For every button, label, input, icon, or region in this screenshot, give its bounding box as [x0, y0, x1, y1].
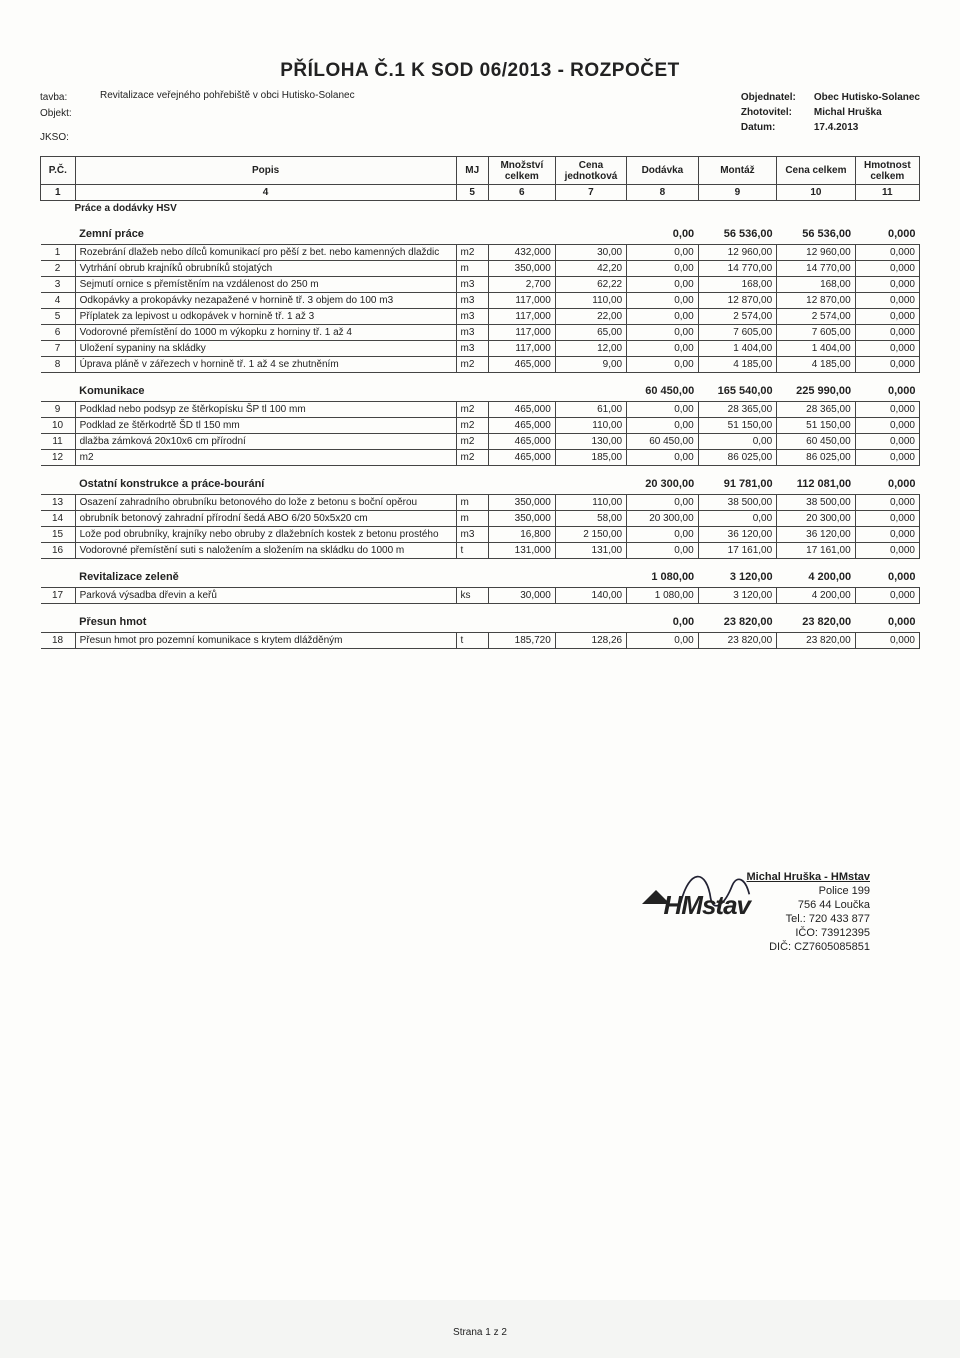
- budget-table: P.Č. Popis MJ Množství celkem Cena jedno…: [40, 156, 920, 649]
- label-objekt: Objekt:: [40, 106, 100, 122]
- table-row: 14obrubník betonový zahradní přírodní še…: [41, 511, 920, 527]
- table-header-row: P.Č. Popis MJ Množství celkem Cena jedno…: [41, 157, 920, 185]
- table-row: 5Příplatek za lepivost u odkopávek v hor…: [41, 309, 920, 325]
- stamp-ico: IČO: 73912395: [747, 926, 870, 940]
- th-mnoz: Množství celkem: [488, 157, 555, 185]
- table-row: 1Rozebrání dlažeb nebo dílců komunikací …: [41, 245, 920, 261]
- label-stavba: tavba:: [40, 90, 100, 106]
- table-row: 3Sejmutí ornice s přemístěním na vzdálen…: [41, 277, 920, 293]
- section-row: Komunikace60 450,00165 540,00225 990,000…: [41, 373, 920, 402]
- left-labels: tavba: Objekt: JKSO:: [40, 90, 100, 146]
- table-row: 9Podklad nebo podsyp ze štěrkopísku ŠP t…: [41, 402, 920, 418]
- stamp-addr1: Police 199: [747, 884, 870, 898]
- section-row: Zemní práce0,0056 536,0056 536,000,000: [41, 216, 920, 245]
- table-row: 8Úprava pláně v zářezech v hornině tř. 1…: [41, 357, 920, 373]
- label-jkso: JKSO:: [40, 130, 100, 146]
- table-row: 18Přesun hmot pro pozemní komunikace s k…: [41, 633, 920, 649]
- th-popis: Popis: [75, 157, 456, 185]
- page-title: PŘÍLOHA Č.1 K SOD 06/2013 - ROZPOČET: [40, 60, 920, 82]
- stamp-logo: HMstav: [642, 890, 750, 921]
- stamp-addr2: 756 44 Loučka: [747, 898, 870, 912]
- table-colnum-row: 1 4 5 6 7 8 9 10 11: [41, 185, 920, 201]
- section-row: Ostatní konstrukce a práce-bourání20 300…: [41, 466, 920, 495]
- header-block: tavba: Objekt: JKSO: Revitalizace veřejn…: [40, 90, 920, 146]
- section-row: Přesun hmot0,0023 820,0023 820,000,000: [41, 604, 920, 633]
- big-section-row: Práce a dodávky HSV: [41, 201, 920, 217]
- th-cena: Cena celkem: [777, 157, 855, 185]
- page-footer: Strana 1 z 2: [0, 1327, 960, 1338]
- stamp-name: Michal Hruška - HMstav: [747, 870, 870, 884]
- header-meta: Objednatel: Zhotovitel: Datum: Obec Huti…: [741, 90, 920, 135]
- stavba-text: Revitalizace veřejného pohřebiště v obci…: [100, 90, 741, 101]
- table-row: 16Vodorovné přemístění suti s naložením …: [41, 543, 920, 559]
- table-row: 4Odkopávky a prokopávky nezapažené v hor…: [41, 293, 920, 309]
- meta-objednatel-lbl: Objednatel:: [741, 90, 796, 105]
- th-dod: Dodávka: [627, 157, 699, 185]
- meta-objednatel: Obec Hutisko-Solanec: [814, 90, 920, 105]
- table-row: 2Vytrhání obrub krajníků obrubníků stoja…: [41, 261, 920, 277]
- meta-datum: 17.4.2013: [814, 120, 920, 135]
- stamp-block: Michal Hruška - HMstav Police 199 756 44…: [747, 870, 870, 954]
- meta-datum-lbl: Datum:: [741, 120, 796, 135]
- meta-zhotovitel: Michal Hruška: [814, 105, 920, 120]
- stamp-dic: DIČ: CZ7605085851: [747, 940, 870, 954]
- table-row: 11dlažba zámková 20x10x6 cm přírodním246…: [41, 434, 920, 450]
- section-row: Revitalizace zeleně1 080,003 120,004 200…: [41, 559, 920, 588]
- th-mj: MJ: [456, 157, 488, 185]
- th-mont: Montáž: [698, 157, 776, 185]
- table-row: 7Uložení sypaniny na skládkym3117,00012,…: [41, 341, 920, 357]
- th-cj: Cena jednotková: [555, 157, 626, 185]
- table-row: 10Podklad ze štěrkodrtě ŠD tl 150 mmm246…: [41, 418, 920, 434]
- meta-zhotovitel-lbl: Zhotovitel:: [741, 105, 796, 120]
- stamp-tel: Tel.: 720 433 877: [747, 912, 870, 926]
- table-row: 12m2m2465,000185,000,0086 025,0086 025,0…: [41, 450, 920, 466]
- th-pc: P.Č.: [41, 157, 76, 185]
- table-row: 17Parková výsadba dřevin a keřůks30,0001…: [41, 588, 920, 604]
- th-hm: Hmotnost celkem: [855, 157, 919, 185]
- table-row: 13Osazení zahradního obrubníku betonovéh…: [41, 495, 920, 511]
- table-row: 6Vodorovné přemístění do 1000 m výkopku …: [41, 325, 920, 341]
- page: PŘÍLOHA Č.1 K SOD 06/2013 - ROZPOČET tav…: [0, 0, 960, 1300]
- table-row: 15Lože pod obrubníky, krajníky nebo obru…: [41, 527, 920, 543]
